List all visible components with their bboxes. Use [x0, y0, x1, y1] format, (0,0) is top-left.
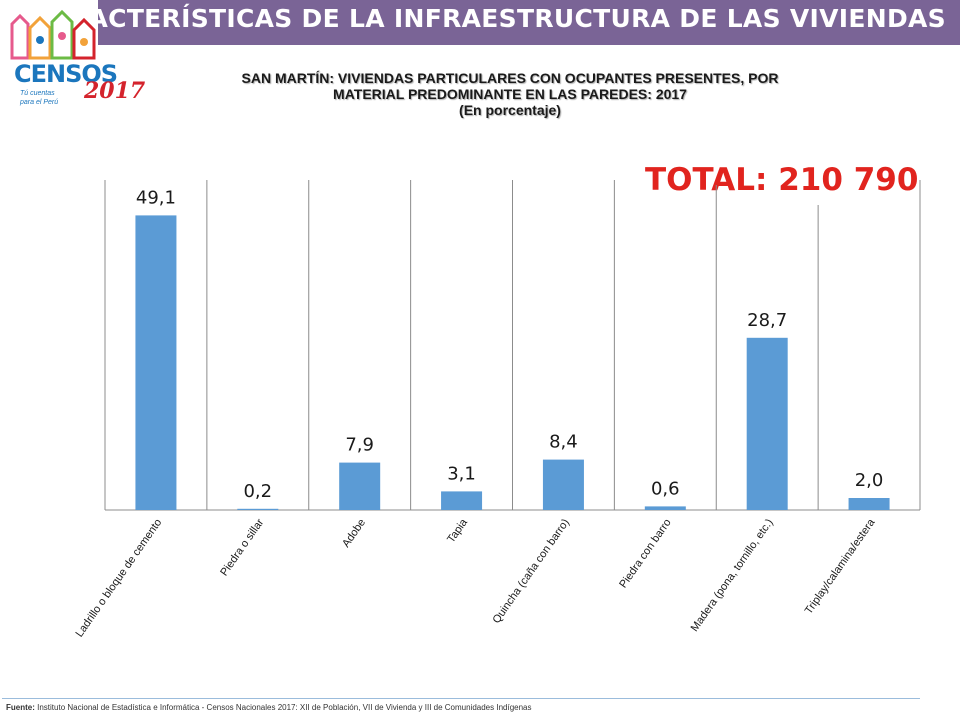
data-label: 0,6 [651, 478, 680, 499]
bar [542, 459, 584, 510]
footer-label: Fuente: [6, 703, 35, 712]
footer-text: Instituto Nacional de Estadística e Info… [37, 703, 532, 712]
data-label: 0,2 [243, 481, 272, 502]
chart-title-line-2: MATERIAL PREDOMINANTE EN LAS PAREDES: 20… [333, 86, 687, 102]
logo-year-text: 2017 [84, 78, 146, 104]
total-label-text: TOTAL: [645, 162, 768, 198]
bar-chart: 49,1 Ladrillo o bloque de cemento 0,2 Piedr… [74, 180, 921, 640]
header-bar: CARACTERÍSTICAS DE LA INFRAESTRUCTURA DE… [31, 0, 960, 45]
x-tick-label: Triplay/calamina/estera [803, 516, 878, 616]
logo-houses-icon [10, 9, 96, 60]
bar [237, 508, 279, 510]
logo-censos-text: CENSOS [14, 60, 118, 88]
bar [746, 337, 788, 510]
page-title: CARACTERÍSTICAS DE LA INFRAESTRUCTURA DE… [30, 4, 946, 33]
total-value: 210 790 [778, 162, 919, 198]
data-label: 3,1 [447, 463, 476, 484]
x-tick-label: Piedra con barro [617, 517, 673, 591]
data-label: 2,0 [855, 470, 884, 491]
bar [441, 491, 483, 510]
x-tick-label: Ladrillo o bloque de cemento [74, 517, 165, 640]
data-label: 49,1 [136, 187, 176, 208]
total-label: TOTAL: 210 790 [645, 162, 918, 198]
data-label: 8,4 [549, 432, 578, 453]
footer-divider [2, 698, 920, 699]
bar [848, 498, 890, 510]
footer-source: Fuente: Instituto Nacional de Estadístic… [6, 703, 532, 712]
chart-subtitle: (En porcentaje) [459, 102, 561, 118]
bar [339, 462, 381, 510]
x-tick-label: Quincha (caña con barro) [491, 517, 572, 626]
logo-tagline-2: para el Perú [20, 99, 59, 106]
bar [644, 506, 686, 510]
logo-tagline-1: Tú cuentas [20, 90, 55, 97]
data-label: 28,7 [747, 310, 787, 331]
bar [135, 215, 177, 510]
data-label: 7,9 [345, 435, 374, 456]
x-tick-label: Madera (pona, tornillo, etc.) [689, 517, 776, 634]
chart-title-line-1: SAN MARTÍN: VIVIENDAS PARTICULARES CON O… [241, 70, 779, 86]
x-tick-label: Adobe [340, 517, 368, 550]
x-tick-label: Tapia [445, 516, 470, 545]
censos-logo: CENSOS 2017 Tú cuentas para el Perú [6, 6, 145, 106]
x-tick-label: Piedra o sillar [218, 517, 266, 579]
chart-title: SAN MARTÍN: VIVIENDAS PARTICULARES CON O… [140, 70, 880, 118]
